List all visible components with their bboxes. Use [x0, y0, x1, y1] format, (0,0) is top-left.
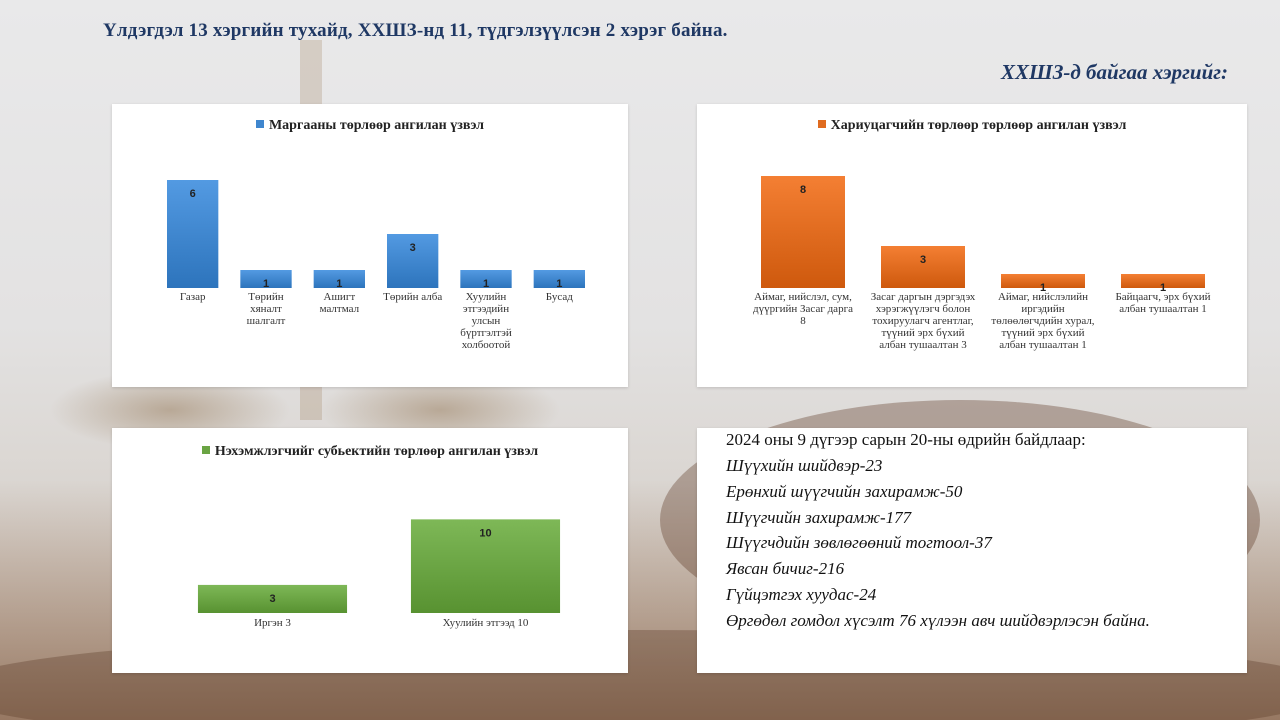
bar — [167, 180, 219, 288]
dispute-type-bar-chart: 6Газар1Төрийнхяналтшалгалт1Ашигтмалтмал3… — [167, 180, 585, 351]
bar — [460, 270, 512, 288]
category-label: Байцаагч, эрх бүхий — [1115, 291, 1210, 303]
category-label: түүний эрх бүхий — [1001, 327, 1084, 339]
category-label: Газар — [180, 291, 206, 303]
bar — [533, 270, 585, 288]
info-line: Шүүхийн шийдвэр-23 — [726, 456, 883, 475]
bar — [1121, 274, 1205, 288]
category-label: Хуулийн — [466, 291, 507, 303]
bar-value-label: 3 — [410, 242, 416, 254]
info-line: Шүүгчийн захирамж-177 — [726, 508, 912, 527]
bar — [410, 519, 561, 613]
category-label: бүртгэлтэй — [460, 327, 512, 339]
category-label: Аймаг, нийслэл, сум, — [754, 291, 852, 303]
bar-value-label: 10 — [479, 527, 491, 539]
category-label: тохируулагч агентлаг, — [872, 315, 974, 327]
bar — [1001, 274, 1085, 288]
legend-swatch — [255, 120, 264, 128]
info-line: Ерөнхий шүүгчийн захирамж-50 — [726, 482, 963, 501]
defendant-type-bar-chart: 8 Аймаг, нийслэл, сум,дүүргийн Засаг дарг… — [753, 176, 1211, 351]
defendant-type-chart-title: Хариуцагчийн төрлөөр төрлөөр ангилан үзв… — [697, 118, 1247, 134]
bar — [313, 270, 365, 288]
legend-swatch — [817, 120, 826, 128]
page-subtitle: ХХШЗ-д байгаа хэргийг: — [1001, 60, 1228, 84]
bar-value-label: 1 — [556, 278, 562, 290]
category-label: Аймаг, нийслэлийн — [998, 291, 1088, 303]
dispute-type-chart-title: Маргааны төрлөөр ангилан үзвэл — [112, 118, 628, 134]
category-label: Засаг даргын дэргэдэх — [871, 291, 976, 303]
bar-value-label: 3 — [269, 593, 275, 605]
plaintiff-type-chart-panel: Нэхэмжлэгчийг субьектийн төрлөөр ангилан… — [112, 428, 628, 673]
plaintiff-type-chart-legend: Нэхэмжлэгчийг субьектийн төрлөөр ангилан… — [214, 444, 539, 459]
category-label: дүүргийн Засаг дарга — [753, 303, 853, 315]
category-label: хэрэгжүүлэгч болон — [876, 303, 971, 315]
bar-value-label: 1 — [336, 278, 342, 290]
category-label: этгээдийн — [463, 303, 509, 315]
category-label: хяналт — [250, 303, 282, 315]
bar-value-label: 1 — [1040, 282, 1046, 294]
category-label: 8 — [800, 315, 806, 327]
category-label: албан тушаалтан 3 — [879, 339, 967, 351]
category-label: холбоотой — [462, 339, 511, 351]
info-line: Гүйцэтгэх хуудас-24 — [726, 585, 877, 604]
bar — [387, 234, 439, 288]
bar — [761, 176, 845, 288]
category-label: Иргэн 3 — [254, 617, 291, 629]
category-label: Хуулийн этгээд 10 — [443, 617, 529, 629]
category-label: Төрийн алба — [383, 291, 442, 303]
info-line: Явсан бичиг-216 — [726, 559, 845, 578]
info-heading: 2024 оны 9 дүгээр сарын 20-ны өдрийн бай… — [726, 430, 1086, 449]
category-label: иргэдийн — [1021, 303, 1064, 315]
bar — [881, 246, 965, 288]
category-label: Бусад — [546, 291, 573, 303]
status-info-panel: 2024 оны 9 дүгээр сарын 20-ны өдрийн бай… — [697, 428, 1247, 673]
info-line: Шүүгчдийн зөвлөгөөний тогтоол-37 — [726, 533, 992, 552]
bar — [197, 584, 348, 613]
bar-value-label: 1 — [483, 278, 489, 290]
bar — [240, 270, 292, 288]
defendant-type-chart-legend: Хариуцагчийн төрлөөр төрлөөр ангилан үзв… — [830, 118, 1127, 133]
info-line: Өргөдөл гомдол хүсэлт 76 хүлээн авч шийд… — [726, 611, 1150, 630]
legend-swatch — [201, 446, 210, 454]
bar-value-label: 1 — [1160, 282, 1166, 294]
category-label: улсын — [472, 315, 501, 327]
bar-value-label: 6 — [190, 188, 196, 200]
category-label: Ашигт — [324, 291, 356, 303]
category-label: шалгалт — [247, 315, 286, 327]
bar-value-label: 8 — [800, 184, 806, 196]
category-label: малтмал — [320, 303, 360, 315]
bar-value-label: 3 — [920, 254, 926, 266]
page-title: Үлдэгдэл 13 хэргийн тухайд, ХХШЗ-нд 11, … — [103, 20, 728, 41]
category-label: түүний эрх бүхий — [881, 327, 964, 339]
category-label: төлөөлөгчдийн хурал, — [991, 315, 1094, 327]
category-label: Төрийн — [248, 291, 283, 303]
defendant-type-chart-panel: Хариуцагчийн төрлөөр төрлөөр ангилан үзв… — [697, 104, 1247, 387]
plaintiff-type-chart-title: Нэхэмжлэгчийг субьектийн төрлөөр ангилан… — [112, 444, 628, 460]
category-label: албан тушаалтан 1 — [1119, 303, 1207, 315]
plaintiff-type-bar-chart: 3 Иргэн 3 10 Хуулийн этгээд 10 — [197, 519, 561, 629]
category-label: албан тушаалтан 1 — [999, 339, 1087, 351]
dispute-type-chart-legend: Маргааны төрлөөр ангилан үзвэл — [268, 118, 485, 133]
dispute-type-chart-panel: Маргааны төрлөөр ангилан үзвэл 6 Газар 1 Тө… — [112, 104, 628, 387]
bar-value-label: 1 — [263, 278, 269, 290]
